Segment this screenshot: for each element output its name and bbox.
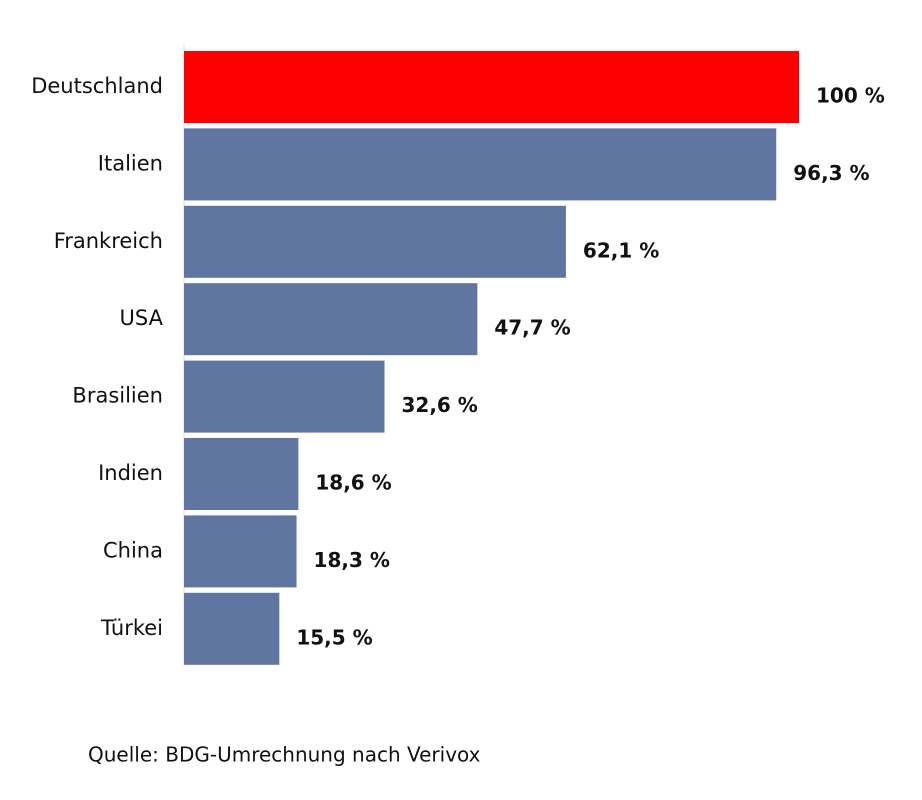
bar	[184, 592, 280, 665]
value-label: 18,6 %	[315, 471, 391, 495]
value-label: 15,5 %	[296, 625, 372, 649]
y-tick-label: Italien	[98, 151, 163, 175]
bar	[184, 51, 799, 123]
value-label: 62,1 %	[583, 238, 659, 262]
y-tick-label: Türkei	[100, 616, 163, 640]
y-tick-label: Deutschland	[31, 74, 163, 98]
y-tick-label: Brasilien	[72, 384, 163, 408]
value-label: 32,6 %	[401, 393, 477, 417]
value-label: 96,3 %	[793, 161, 869, 185]
value-label: 100 %	[816, 84, 885, 108]
y-tick-label: China	[103, 538, 163, 562]
bar	[184, 205, 566, 278]
y-tick-label: Frankreich	[54, 229, 163, 253]
bar	[184, 360, 385, 433]
value-label: 47,7 %	[494, 316, 570, 340]
y-tick-label: Indien	[98, 461, 163, 485]
bar	[184, 128, 777, 201]
bar	[184, 438, 299, 510]
y-tick-label: USA	[120, 306, 164, 330]
source-note: Quelle: BDG-Umrechnung nach Verivox	[88, 743, 481, 767]
bar	[184, 283, 478, 356]
value-label: 18,3 %	[314, 548, 390, 572]
bar	[184, 515, 297, 588]
